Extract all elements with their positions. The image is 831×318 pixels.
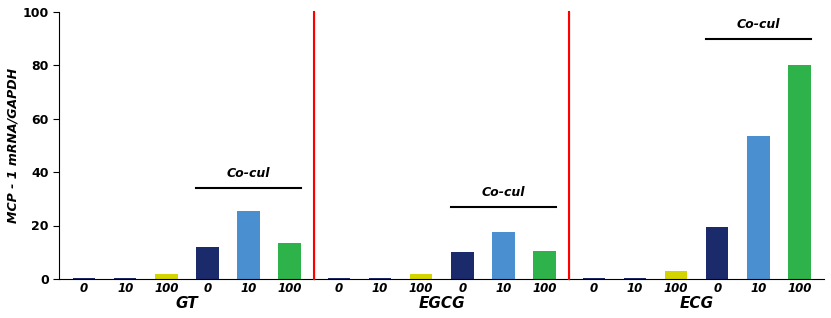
Text: Co-cul: Co-cul [227,167,270,180]
Bar [623,278,647,279]
X-axis label: GT: GT [175,296,198,311]
X-axis label: EGCG: EGCG [419,296,465,311]
Bar [237,211,260,279]
Bar [665,271,687,279]
Bar [114,278,136,279]
Bar [196,247,219,279]
Bar [788,65,811,279]
Bar [155,273,178,279]
Bar [706,227,729,279]
Bar [492,232,514,279]
Text: Co-cul: Co-cul [482,186,525,199]
Bar [747,136,770,279]
Bar [451,252,474,279]
Bar [369,278,391,279]
Bar [278,243,301,279]
Bar [327,278,350,279]
Bar [73,278,96,279]
X-axis label: ECG: ECG [680,296,714,311]
Text: Co-cul: Co-cul [736,17,780,31]
Bar [583,278,605,279]
Y-axis label: MCP - 1 mRNA/GAPDH: MCP - 1 mRNA/GAPDH [7,68,20,223]
Bar [410,274,432,279]
Bar [534,251,556,279]
